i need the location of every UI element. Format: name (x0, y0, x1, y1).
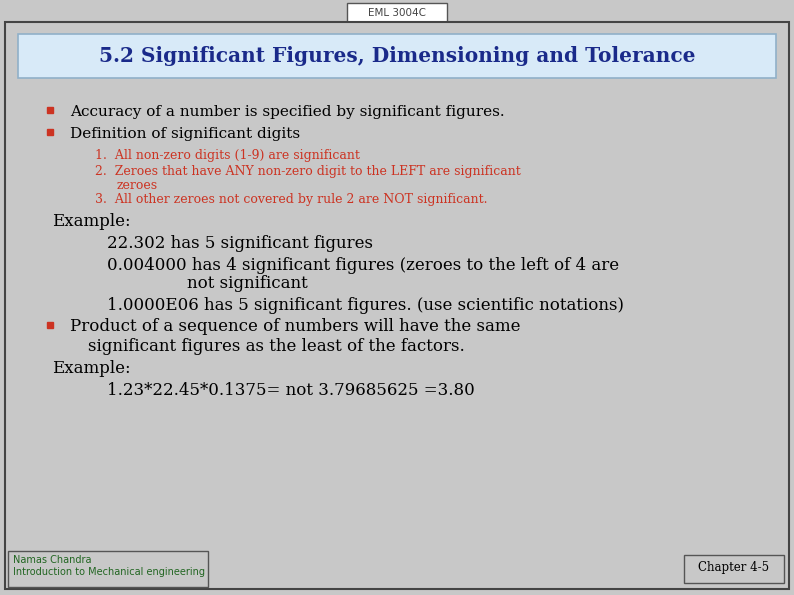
Text: Product of a sequence of numbers will have the same: Product of a sequence of numbers will ha… (70, 318, 521, 335)
Text: Namas Chandra: Namas Chandra (13, 555, 91, 565)
Text: Example:: Example: (52, 213, 131, 230)
Text: 0.004000 has 4 significant figures (zeroes to the left of 4 are: 0.004000 has 4 significant figures (zero… (107, 257, 619, 274)
Text: 2.  Zeroes that have ANY non-zero digit to the LEFT are significant: 2. Zeroes that have ANY non-zero digit t… (95, 165, 521, 178)
Text: EML 3004C: EML 3004C (368, 8, 426, 18)
FancyBboxPatch shape (18, 34, 776, 78)
Text: 5.2 Significant Figures, Dimensioning and Tolerance: 5.2 Significant Figures, Dimensioning an… (98, 46, 696, 66)
Text: Example:: Example: (52, 360, 131, 377)
Text: 1.23*22.45*0.1375= not 3.79685625 =3.80: 1.23*22.45*0.1375= not 3.79685625 =3.80 (107, 382, 475, 399)
Text: not significant: not significant (187, 275, 308, 292)
Text: Definition of significant digits: Definition of significant digits (70, 127, 300, 141)
Text: Chapter 4-5: Chapter 4-5 (699, 560, 769, 574)
FancyBboxPatch shape (347, 3, 447, 23)
FancyBboxPatch shape (8, 551, 208, 587)
Text: 22.302 has 5 significant figures: 22.302 has 5 significant figures (107, 235, 373, 252)
Text: 1.  All non-zero digits (1-9) are significant: 1. All non-zero digits (1-9) are signifi… (95, 149, 360, 162)
FancyBboxPatch shape (5, 22, 789, 589)
FancyBboxPatch shape (684, 555, 784, 583)
Text: 3.  All other zeroes not covered by rule 2 are NOT significant.: 3. All other zeroes not covered by rule … (95, 193, 488, 206)
Text: Accuracy of a number is specified by significant figures.: Accuracy of a number is specified by sig… (70, 105, 505, 119)
Text: zeroes: zeroes (117, 179, 158, 192)
Text: 1.0000E06 has 5 significant figures. (use scientific notations): 1.0000E06 has 5 significant figures. (us… (107, 297, 624, 314)
Text: significant figures as the least of the factors.: significant figures as the least of the … (88, 338, 464, 355)
Text: Introduction to Mechanical engineering: Introduction to Mechanical engineering (13, 567, 205, 577)
